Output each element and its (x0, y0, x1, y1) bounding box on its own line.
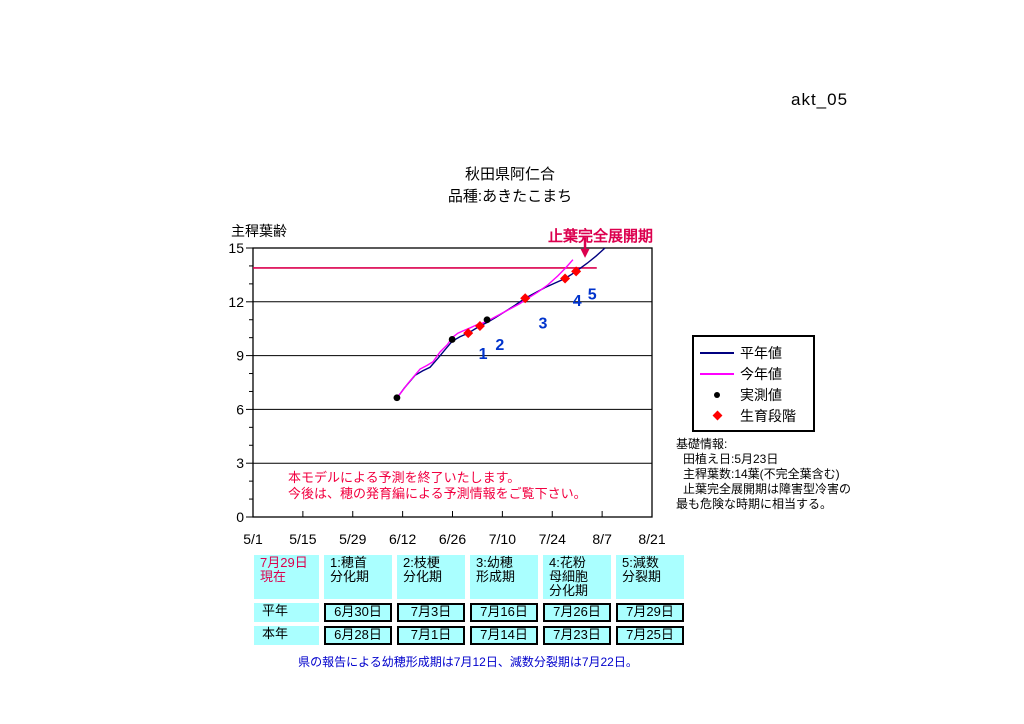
legend-item-stages: 生育段階 (694, 405, 813, 426)
svg-text:7/24: 7/24 (539, 531, 566, 547)
table-col-header-1: 1:穂首 分化期 (324, 555, 392, 599)
navy-line-sample-icon (694, 351, 740, 354)
svg-text:12: 12 (228, 294, 244, 310)
svg-text:6/12: 6/12 (389, 531, 416, 547)
chart-legend: 平年値 今年値 実測値 生育段階 (692, 335, 815, 432)
svg-text:9: 9 (236, 348, 244, 364)
chart-title: 秋田県阿仁合 品種:あきたこまち (330, 164, 690, 208)
legend-item-heinen: 平年値 (694, 342, 813, 363)
diamond-marker-icon (694, 410, 740, 421)
table-cell: 6月28日 (324, 626, 392, 645)
basic-info-block: 基礎情報: 田植え日:5月23日 主稈葉数:14葉(不完全葉含む) 止葉完全展開… (676, 437, 876, 512)
model-end-notice-line1: 本モデルによる予測を終了いたします。 (288, 470, 521, 485)
svg-text:3: 3 (539, 315, 548, 332)
table-row-this-year: 本年 6月28日 7月1日 7月14日 7月23日 7月25日 (254, 626, 684, 645)
y-axis-title: 主稈葉齢 (231, 223, 287, 239)
table-col-header-2: 2:枝梗 分化期 (397, 555, 465, 599)
legend-item-observed: 実測値 (694, 384, 813, 405)
svg-text:6/26: 6/26 (439, 531, 466, 547)
table-header-row: 7月29日 現在 1:穂首 分化期 2:枝梗 分化期 3:幼穂 形成期 4:花粉… (254, 555, 684, 599)
model-end-notice-line2: 今後は、穂の発育編による予測情報をご覧下さい。 (288, 486, 587, 501)
basic-info-planting-date: 田植え日:5月23日 (683, 452, 779, 466)
svg-text:15: 15 (228, 240, 244, 256)
svg-text:4: 4 (573, 293, 582, 310)
table-row-normal-year: 平年 6月30日 7月3日 7月16日 7月26日 7月29日 (254, 603, 684, 622)
row-label-honen: 本年 (254, 626, 319, 645)
legend-label: 今年値 (740, 365, 782, 382)
model-end-notice: 本モデルによる予測を終了いたします。 今後は、穂の発育編による予測情報をご覧下さ… (288, 470, 587, 502)
svg-text:5/1: 5/1 (243, 531, 263, 547)
svg-text:5/29: 5/29 (339, 531, 366, 547)
table-cell: 7月3日 (397, 603, 465, 622)
document-label: akt_05 (791, 90, 849, 109)
basic-info-risk-note-2: 最も危険な時期に相当する。 (676, 497, 833, 511)
table-cell: 7月14日 (470, 626, 538, 645)
svg-text:6: 6 (236, 401, 244, 417)
legend-label: 平年値 (740, 344, 782, 361)
table-cell: 7月23日 (543, 626, 611, 645)
table-cell: 7月25日 (616, 626, 684, 645)
row-label-heinen: 平年 (254, 603, 319, 622)
svg-text:8/7: 8/7 (592, 531, 612, 547)
svg-text:5: 5 (588, 287, 597, 304)
svg-text:8/21: 8/21 (638, 531, 665, 547)
table-cell: 6月30日 (324, 603, 392, 622)
dot-marker-icon (694, 391, 740, 398)
prefecture-report-footnote: 県の報告による幼穂形成期は7月12日、減数分裂期は7月22日。 (298, 655, 638, 669)
table-col-header-5: 5:減数 分裂期 (616, 555, 684, 599)
chart-title-location: 秋田県阿仁合 (464, 166, 555, 183)
table-period-cell: 7月29日 現在 (254, 555, 319, 599)
svg-text:2: 2 (495, 337, 504, 354)
svg-text:3: 3 (236, 455, 244, 471)
magenta-line-sample-icon (694, 372, 740, 375)
growth-stage-table: 7月29日 現在 1:穂首 分化期 2:枝梗 分化期 3:幼穂 形成期 4:花粉… (249, 551, 689, 649)
svg-text:1: 1 (479, 346, 488, 363)
svg-text:7/10: 7/10 (489, 531, 516, 547)
basic-info-risk-note-1: 止葉完全展開期は障害型冷害の (683, 482, 852, 496)
table-cell: 7月16日 (470, 603, 538, 622)
basic-info-title: 基礎情報: (676, 437, 728, 451)
table-cell: 7月1日 (397, 626, 465, 645)
legend-label: 実測値 (740, 386, 782, 403)
table-cell: 7月29日 (616, 603, 684, 622)
svg-text:0: 0 (236, 509, 244, 525)
flag-leaf-annotation: 止葉完全展開期 (548, 228, 654, 245)
svg-text:5/15: 5/15 (289, 531, 316, 547)
chart-title-variety: 品種:あきたこまち (447, 188, 573, 205)
table-col-header-4: 4:花粉 母細胞 分化期 (543, 555, 611, 599)
basic-info-leaf-count: 主稈葉数:14葉(不完全葉含む) (683, 467, 840, 481)
table-col-header-3: 3:幼穂 形成期 (470, 555, 538, 599)
legend-label: 生育段階 (740, 407, 796, 424)
legend-item-konen: 今年値 (694, 363, 813, 384)
table-cell: 7月26日 (543, 603, 611, 622)
